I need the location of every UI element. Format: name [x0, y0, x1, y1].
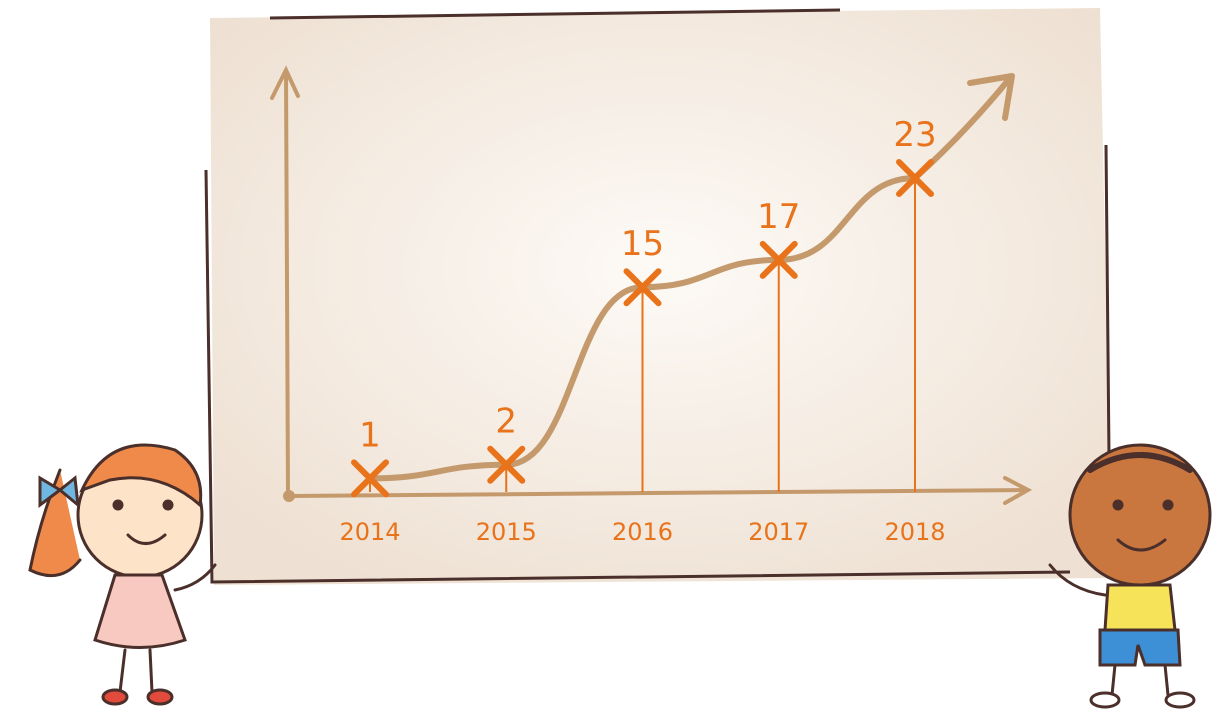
x-marker — [896, 159, 934, 197]
x-marker — [623, 268, 662, 307]
trend-curve — [367, 175, 918, 482]
board — [204, 8, 1112, 585]
girl-illustration — [28, 443, 217, 706]
plot: 1 2014 2 2015 15 2016 17 2017 23 2018 — [339, 73, 1015, 546]
x-tick-label: 2018 — [884, 518, 945, 546]
x-tick-label: 2016 — [612, 518, 673, 546]
data-label: 23 — [893, 115, 936, 155]
x-tick-label: 2014 — [339, 518, 400, 546]
data-label: 2 — [495, 402, 517, 442]
boy-illustration — [1048, 443, 1212, 709]
x-marker — [759, 240, 798, 279]
x-marker — [487, 445, 526, 484]
data-label: 1 — [359, 415, 381, 455]
axes — [270, 65, 1033, 505]
x-marker — [351, 459, 389, 498]
data-label: 17 — [757, 197, 800, 237]
data-label: 15 — [621, 224, 664, 264]
x-tick-label: 2015 — [476, 518, 537, 546]
x-tick-label: 2017 — [748, 518, 809, 546]
